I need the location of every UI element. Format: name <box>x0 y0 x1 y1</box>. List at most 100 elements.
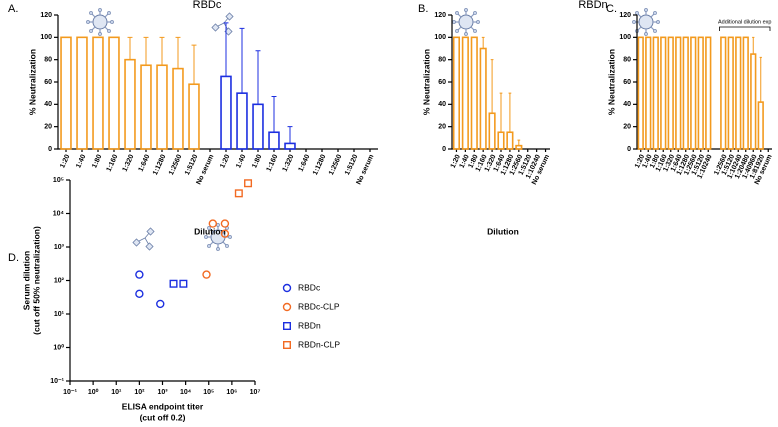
bar <box>124 58 136 150</box>
x-tick-label: 10⁰ <box>88 388 99 396</box>
protein-icon <box>132 227 155 251</box>
bar <box>660 36 667 150</box>
annotation: Additional dilution exp <box>718 19 772 25</box>
y-tick-label: 10⁵ <box>53 177 64 184</box>
x-tick-label: 1:320 <box>282 154 296 173</box>
bar <box>479 47 487 150</box>
bar <box>452 36 461 150</box>
x-tick-label: 10⁷ <box>250 389 261 396</box>
annotation-bracket <box>719 26 771 31</box>
error-bar <box>191 44 197 85</box>
error-bar <box>175 36 181 69</box>
x-tick-label: 10⁻¹ <box>63 389 77 396</box>
y-tick-label: 10⁰ <box>53 343 64 351</box>
bar <box>488 112 496 150</box>
y-tick-label: 0 <box>442 146 446 153</box>
legend-marker <box>283 341 292 350</box>
bar <box>697 36 704 150</box>
legend-label: RBDn <box>298 320 321 330</box>
bar <box>140 64 152 150</box>
y-tick-label: 120 <box>434 12 446 19</box>
bar <box>652 36 659 150</box>
bar <box>188 83 200 150</box>
y-tick-label: 10⁻¹ <box>50 378 64 385</box>
legend-label: RBDc <box>298 282 321 292</box>
bar <box>236 92 248 150</box>
x-tick-label: 10¹ <box>111 389 122 396</box>
y-tick-label: 80 <box>44 57 52 64</box>
legend-marker <box>282 283 292 293</box>
y-axis-label: % Neutralization <box>421 49 431 115</box>
x-tick-label: 1:2560 <box>328 154 344 177</box>
bar <box>156 64 168 150</box>
protein-icon <box>211 12 234 36</box>
error-bar <box>517 139 521 146</box>
bar <box>76 36 88 150</box>
error-bar <box>239 27 245 94</box>
x-tick-label: 10² <box>134 389 145 396</box>
legend-label: RBDc-CLP <box>298 301 340 311</box>
y-tick-label: 60 <box>438 79 446 86</box>
y-tick-label: 0 <box>627 146 631 153</box>
x-axis-label: Dilution <box>487 226 519 236</box>
bar <box>108 36 120 150</box>
bar <box>727 36 734 150</box>
bar <box>690 36 697 150</box>
x-tick-label: 1:1280 <box>312 154 328 177</box>
y-axis-label: Serum dilution <box>21 251 31 311</box>
panel-letter: C. <box>606 3 617 15</box>
legend-marker <box>283 322 292 331</box>
y-tick-label: 80 <box>623 57 631 64</box>
bar <box>284 142 296 150</box>
error-bar <box>490 59 494 114</box>
marker <box>220 229 230 238</box>
y-tick-label: 20 <box>623 124 631 131</box>
y-tick-label: 20 <box>44 124 52 131</box>
error-bar <box>159 36 165 66</box>
error-bar <box>143 36 149 66</box>
error-bar <box>287 126 293 144</box>
bar <box>461 36 469 150</box>
y-tick-label: 10² <box>54 277 65 284</box>
bar <box>268 131 280 150</box>
bar <box>675 36 682 150</box>
x-tick-label: 1:640 <box>298 154 312 173</box>
error-bar <box>759 56 762 103</box>
bar <box>682 36 689 150</box>
x-tick-label: 10⁶ <box>226 389 237 396</box>
x-tick-label: 1:5120 <box>184 154 200 177</box>
x-tick-label: 1:160 <box>106 154 120 173</box>
error-bar <box>752 36 755 55</box>
bar <box>470 36 478 150</box>
axes <box>57 15 378 150</box>
x-tick-label: 1:2560 <box>168 154 184 177</box>
y-tick-label: 100 <box>40 34 52 41</box>
x-tick-label: 1:5120 <box>344 154 360 177</box>
bar <box>735 36 742 150</box>
panel-letter: A. <box>8 3 18 15</box>
y-tick-label: 20 <box>438 124 446 131</box>
marker <box>169 279 178 288</box>
bar <box>757 101 764 150</box>
x-tick-label: 10⁵ <box>203 389 214 396</box>
x-axis-label: ELISA endpoint titer <box>122 401 204 411</box>
x-tick-label: 1:320 <box>122 154 136 173</box>
x-tick-label: 1:20 <box>219 154 231 170</box>
marker <box>220 219 230 228</box>
marker <box>244 179 253 188</box>
marker <box>179 279 188 288</box>
y-tick-label: 10¹ <box>54 311 65 318</box>
bar <box>172 67 184 150</box>
y-tick-label: 80 <box>438 57 446 64</box>
x-tick-label: 1:1280 <box>152 154 168 177</box>
x-tick-label: 10⁴ <box>180 389 192 396</box>
error-bar <box>271 96 277 133</box>
bar <box>252 103 264 150</box>
x-tick-label: 1:640 <box>138 154 152 173</box>
marker <box>156 299 165 309</box>
x-tick-label: 1:160 <box>266 154 280 173</box>
marker <box>135 289 144 299</box>
bar <box>742 36 749 150</box>
legend-label: RBDn-CLP <box>298 339 340 349</box>
panel-letter: D. <box>8 252 19 264</box>
